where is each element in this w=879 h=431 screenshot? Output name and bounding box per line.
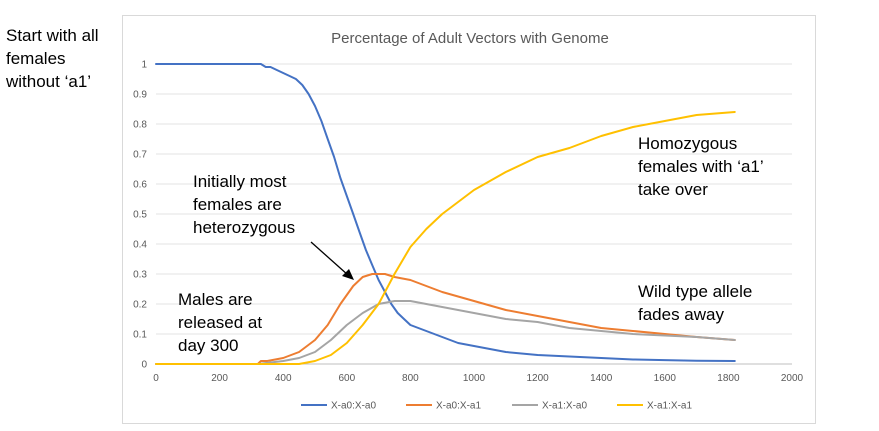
y-tick-label: 0.7 bbox=[133, 150, 147, 161]
annotation-wild-type: Wild type allele fades away bbox=[638, 280, 752, 326]
arrow-shaft bbox=[310, 241, 349, 276]
legend-label: X-a1:X-a0 bbox=[542, 401, 587, 412]
y-tick-label: 0.2 bbox=[133, 300, 147, 311]
annotation-line: Wild type allele bbox=[638, 282, 753, 301]
series-line-x-a0-x-a1 bbox=[155, 273, 736, 365]
legend: X-a0:X-a0 X-a0:X-a1 X-a1:X-a0 X-a1:X-a1 bbox=[301, 401, 692, 412]
annotation-line: without ‘a1’ bbox=[6, 72, 92, 91]
y-tick-label: 0.3 bbox=[133, 270, 147, 281]
annotation-line: released at bbox=[178, 313, 263, 332]
series-line-x-a1-x-a0 bbox=[155, 300, 736, 365]
annotation-heterozygous: Initially most females are heterozygous bbox=[193, 170, 295, 239]
x-tick-label: 1600 bbox=[654, 373, 677, 384]
x-axis-ticks: 0 200 400 600 800 1000 1200 1400 1600 1800 2000 bbox=[153, 373, 803, 384]
annotation-line: fades away bbox=[638, 305, 724, 324]
y-tick-label: 1 bbox=[141, 60, 147, 71]
gridlines bbox=[156, 63, 792, 365]
chart-title: Percentage of Adult Vectors with Genome bbox=[331, 30, 609, 47]
annotation-line: Initially most bbox=[193, 172, 287, 191]
x-tick-label: 0 bbox=[153, 373, 159, 384]
annotation-line: females bbox=[6, 49, 66, 68]
annotation-line: females with ‘a1’ bbox=[638, 157, 764, 176]
x-tick-label: 400 bbox=[275, 373, 292, 384]
y-tick-label: 0.5 bbox=[133, 210, 147, 221]
annotation-arrow bbox=[310, 241, 354, 280]
x-tick-label: 600 bbox=[338, 373, 355, 384]
x-tick-label: 1800 bbox=[717, 373, 740, 384]
chart-frame: Percentage of Adult Vectors with Genome … bbox=[122, 15, 816, 424]
series-lines bbox=[155, 63, 736, 365]
x-tick-label: 1000 bbox=[463, 373, 486, 384]
series-line-x-a1-x-a1 bbox=[155, 111, 736, 365]
y-tick-label: 0.4 bbox=[133, 240, 147, 251]
x-tick-label: 200 bbox=[211, 373, 228, 384]
y-axis-ticks: 0 0.1 0.2 0.3 0.4 0.5 0.6 0.7 0.8 0.9 1 bbox=[133, 60, 147, 371]
annotation-line: take over bbox=[638, 180, 708, 199]
annotation-homozygous: Homozygous females with ‘a1’ take over bbox=[638, 132, 764, 201]
y-tick-label: 0.6 bbox=[133, 180, 147, 191]
annotation-start: Start with all females without ‘a1’ bbox=[6, 24, 99, 93]
y-tick-label: 0 bbox=[141, 360, 147, 371]
annotation-line: day 300 bbox=[178, 336, 239, 355]
series-line-x-a0-x-a0 bbox=[155, 63, 736, 362]
y-tick-label: 0.9 bbox=[133, 90, 147, 101]
annotation-males-released: Males are released at day 300 bbox=[178, 288, 262, 357]
annotation-line: Homozygous bbox=[638, 134, 738, 153]
annotation-line: Start with all bbox=[6, 26, 99, 45]
annotation-line: Males are bbox=[178, 290, 253, 309]
annotation-line: females are bbox=[193, 195, 282, 214]
legend-label: X-a1:X-a1 bbox=[647, 401, 692, 412]
x-tick-label: 1200 bbox=[526, 373, 549, 384]
line-chart: Percentage of Adult Vectors with Genome … bbox=[133, 30, 803, 412]
legend-label: X-a0:X-a0 bbox=[331, 401, 376, 412]
y-tick-label: 0.1 bbox=[133, 330, 147, 341]
legend-label: X-a0:X-a1 bbox=[436, 401, 481, 412]
x-tick-label: 2000 bbox=[781, 373, 804, 384]
arrow-head bbox=[342, 269, 354, 280]
x-tick-label: 1400 bbox=[590, 373, 613, 384]
x-tick-label: 800 bbox=[402, 373, 419, 384]
y-tick-label: 0.8 bbox=[133, 120, 147, 131]
annotation-line: heterozygous bbox=[193, 218, 296, 237]
